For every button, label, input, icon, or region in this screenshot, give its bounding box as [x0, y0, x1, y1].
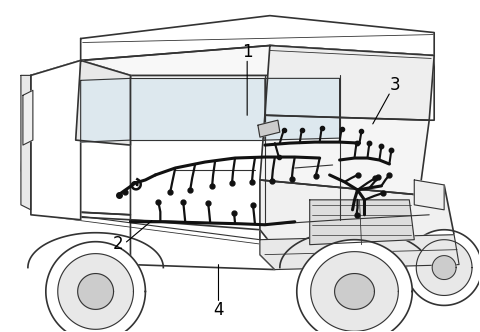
Polygon shape	[260, 235, 459, 270]
Polygon shape	[46, 242, 145, 332]
Polygon shape	[416, 240, 472, 295]
Polygon shape	[260, 180, 454, 270]
Polygon shape	[335, 274, 374, 309]
Polygon shape	[31, 60, 81, 220]
Polygon shape	[265, 45, 434, 120]
Text: 2: 2	[113, 235, 123, 253]
Polygon shape	[414, 180, 444, 210]
Polygon shape	[310, 200, 414, 245]
Polygon shape	[297, 240, 412, 332]
Polygon shape	[131, 55, 434, 140]
Polygon shape	[265, 78, 339, 140]
Polygon shape	[406, 230, 480, 305]
Polygon shape	[260, 115, 429, 195]
Text: 1: 1	[242, 43, 252, 61]
Polygon shape	[311, 252, 398, 331]
Polygon shape	[81, 45, 434, 75]
Polygon shape	[78, 274, 114, 309]
Text: 4: 4	[213, 301, 224, 319]
Polygon shape	[432, 256, 456, 280]
Polygon shape	[31, 210, 275, 270]
Polygon shape	[131, 78, 265, 140]
Polygon shape	[258, 120, 280, 137]
Polygon shape	[23, 90, 33, 145]
Polygon shape	[21, 60, 131, 215]
Polygon shape	[58, 254, 133, 329]
Polygon shape	[76, 60, 131, 145]
Text: 3: 3	[390, 76, 401, 94]
Polygon shape	[81, 16, 434, 60]
Polygon shape	[21, 75, 31, 210]
Polygon shape	[81, 78, 131, 142]
